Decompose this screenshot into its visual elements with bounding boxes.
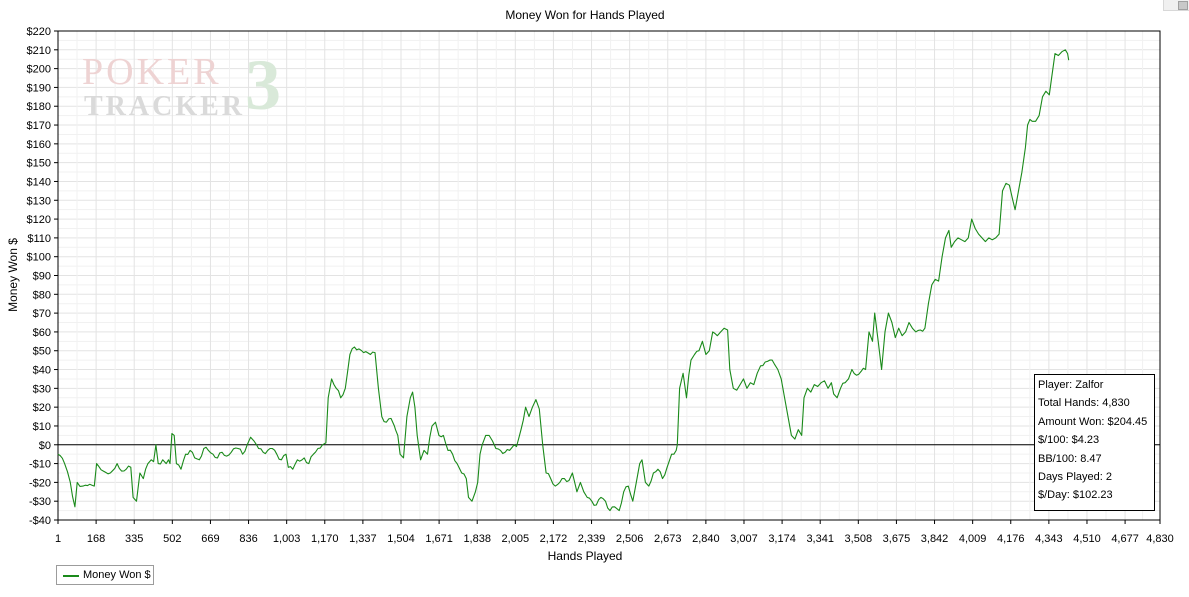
x-tick-label: 836 (239, 533, 257, 545)
y-tick-label: $150 (27, 158, 51, 170)
total-hands: Total Hands: 4,830 (1038, 397, 1130, 410)
x-axis-title: Hands Played (548, 549, 623, 563)
y-tick-label: $190 (27, 82, 51, 94)
x-tick-label: 2,339 (578, 533, 606, 545)
scroll-arrow-icon[interactable] (1178, 1, 1188, 10)
y-tick-label: $40 (33, 365, 51, 377)
y-tick-label: $60 (33, 327, 51, 339)
y-tick-label: $120 (27, 214, 51, 226)
y-tick-label: $110 (27, 233, 51, 245)
series-line-money-won (57, 49, 1070, 512)
x-tick-label: 3,341 (806, 533, 834, 545)
y-tick-label: $180 (27, 101, 51, 113)
y-tick-label: -$30 (29, 496, 51, 508)
y-tick-label: $50 (33, 346, 51, 358)
y-tick-label: $200 (27, 64, 51, 76)
x-tick-label: 4,343 (1035, 533, 1063, 545)
bb-per-100: BB/100: 8.47 (1038, 452, 1102, 465)
y-tick-label: $100 (27, 252, 51, 264)
y-tick-label: $170 (27, 120, 51, 132)
y-tick-label: $130 (27, 195, 51, 207)
y-tick-label: $80 (33, 289, 51, 301)
player-name: Player: Zalfor (1038, 379, 1104, 391)
y-tick-label: -$40 (29, 515, 51, 527)
x-tick-label: 4,510 (1073, 533, 1101, 545)
y-axis-title: Money Won $ (6, 238, 20, 312)
x-tick-label: 502 (163, 533, 181, 545)
x-tick-label: 2,506 (616, 533, 644, 545)
x-tick-label: 1 (55, 533, 61, 545)
x-tick-label: 1,671 (425, 533, 453, 545)
x-tick-label: 3,508 (845, 533, 873, 545)
x-tick-label: 4,677 (1111, 533, 1139, 545)
x-tick-label: 2,005 (502, 533, 530, 545)
y-tick-label: $10 (33, 421, 51, 433)
x-tick-label: 2,673 (654, 533, 682, 545)
grid-lines (57, 30, 1161, 521)
x-tick-label: 3,675 (883, 533, 911, 545)
days-played: Days Played: 2 (1038, 471, 1112, 484)
chart-legend[interactable]: Money Won $ (56, 565, 154, 585)
tick-labels: -$40 -$30 -$20 -$10 $0 $10 $20 $30 $40 $50 $60 $70 $… (27, 26, 1174, 545)
stats-infobox: Player: Zalfor Total Hands: 4,830 Amount… (1034, 374, 1155, 511)
axes (54, 30, 1161, 524)
x-tick-label: 4,830 (1146, 533, 1174, 545)
x-tick-label: 168 (87, 533, 105, 545)
y-tick-label: -$20 (29, 477, 51, 489)
x-tick-label: 1,170 (311, 533, 339, 545)
scrollbar-corner[interactable] (1163, 0, 1189, 11)
y-tick-label: $140 (27, 176, 51, 188)
dollars-per-day: $/Day: $102.23 (1038, 489, 1113, 502)
legend-swatch (63, 575, 79, 577)
dollars-per-100: $/100: $4.23 (1038, 434, 1100, 447)
amount-won: Amount Won: $204.45 (1038, 415, 1148, 428)
x-tick-label: 1,504 (387, 533, 415, 545)
series-layer (57, 49, 1070, 512)
y-tick-label: $20 (33, 402, 51, 414)
y-tick-label: $160 (27, 139, 51, 151)
y-tick-label: $30 (33, 383, 51, 395)
x-tick-label: 1,838 (463, 533, 491, 545)
x-tick-label: 3,842 (921, 533, 949, 545)
x-tick-label: 4,009 (959, 533, 987, 545)
y-tick-label: $90 (33, 271, 51, 283)
y-tick-label: $220 (27, 26, 51, 38)
x-tick-label: 669 (201, 533, 219, 545)
x-tick-label: 3,007 (730, 533, 758, 545)
chart-title: Money Won for Hands Played (505, 8, 664, 22)
x-tick-label: 2,172 (540, 533, 568, 545)
x-tick-label: 2,840 (692, 533, 720, 545)
x-tick-label: 1,337 (349, 533, 377, 545)
x-tick-label: 335 (125, 533, 143, 545)
y-tick-label: $70 (33, 308, 51, 320)
y-tick-label: $210 (27, 45, 51, 57)
legend-label: Money Won $ (83, 569, 151, 581)
x-tick-label: 4,176 (997, 533, 1025, 545)
x-tick-label: 1,003 (273, 533, 301, 545)
x-tick-label: 3,174 (768, 533, 796, 545)
y-tick-label: -$10 (29, 459, 51, 471)
y-tick-label: $0 (39, 440, 51, 452)
